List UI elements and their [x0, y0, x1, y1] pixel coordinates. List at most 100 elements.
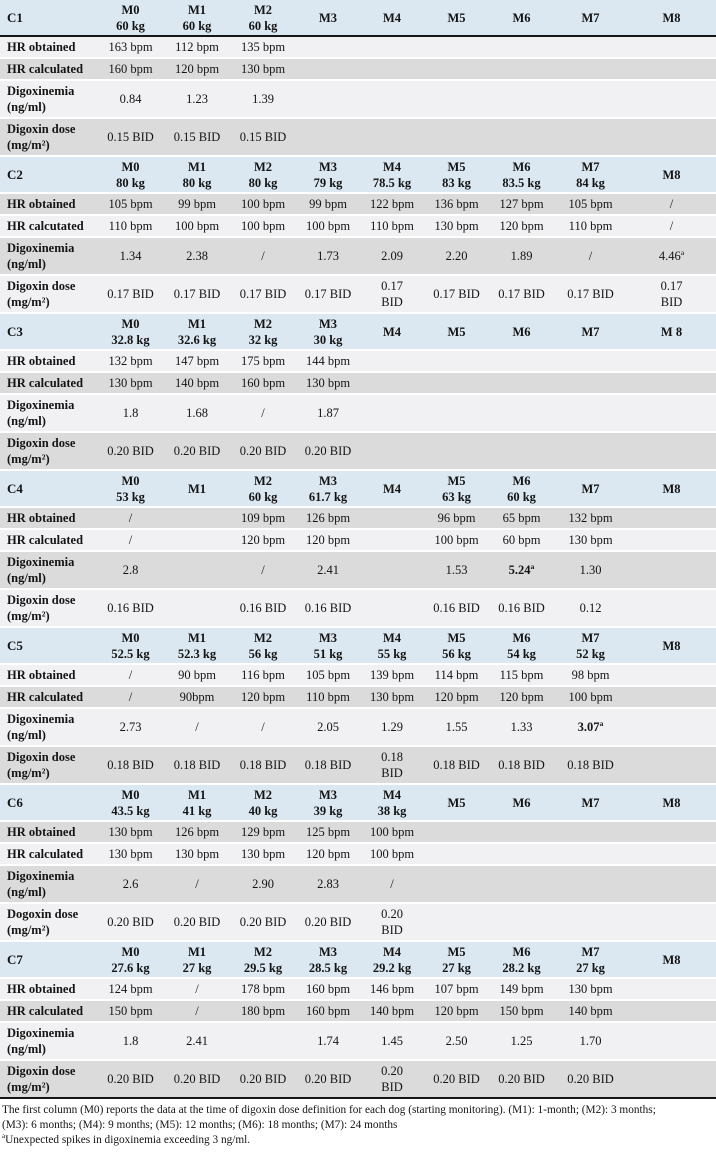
row-label: HR obtained	[0, 350, 97, 373]
data-cell: /	[230, 708, 296, 747]
section-id-c4: C4	[0, 470, 97, 508]
data-cell: 2.41	[296, 551, 360, 590]
column-header-m4: M4	[360, 0, 424, 37]
data-cell	[554, 350, 627, 373]
data-cell: /	[230, 551, 296, 590]
data-cell: 100 bpm	[230, 193, 296, 216]
data-cell	[360, 350, 424, 373]
data-cell: 0.20 BID	[97, 903, 164, 942]
data-cell	[627, 551, 716, 590]
row-label: HR calculated	[0, 529, 97, 552]
table-row: Digoxinemia (ng/ml) 2.8 /2.41 1.53 5.24a 1.30	[0, 551, 716, 590]
data-cell	[489, 865, 554, 904]
table-row: HR calculated/90bpm 120 bpm 110 bpm 130 bpm…	[0, 686, 716, 709]
column-header-m3: M3 30 kg	[296, 313, 360, 351]
data-cell: 100 bpm	[360, 821, 424, 844]
data-cell: 0.18 BID	[164, 746, 230, 785]
data-cell: 160 bpm	[296, 1000, 360, 1023]
data-cell: 0.17 BID	[230, 275, 296, 314]
data-cell	[424, 80, 489, 119]
data-cell: 0.12	[554, 589, 627, 628]
column-header-m5: M5 56 kg	[424, 627, 489, 665]
section-id-c2: C2	[0, 156, 97, 194]
data-cell	[230, 1022, 296, 1061]
table-row: HR calculated 130 bpm 140 bpm 160 bpm 130 bp…	[0, 372, 716, 395]
table-row: Digoxinemia (ng/ml) 2.6/2.90 2.83/	[0, 865, 716, 904]
data-cell	[360, 589, 424, 628]
row-label: HR obtained	[0, 978, 97, 1001]
data-cell: 0.17 BID	[296, 275, 360, 314]
data-cell: 0.16 BID	[296, 589, 360, 628]
data-cell	[627, 507, 716, 530]
section-header-row-c4: C4 M0 53 kg M1 M2 60 kg M3 61.7 kg M4 M5 63 kg…	[0, 470, 716, 508]
superscript-marker: a	[530, 561, 535, 571]
section-id-c1: C1	[0, 0, 97, 37]
table-row: HR calculated 150 bpm/180 bpm 160 bpm 140 b…	[0, 1000, 716, 1023]
table-row: HR calculated 130 bpm 130 bpm 130 bpm 120 bp…	[0, 843, 716, 866]
data-cell: 116 bpm	[230, 664, 296, 687]
footnote-line-2: (M3): 6 months; (M4): 9 months; (M5): 12…	[2, 1119, 398, 1131]
table-row: HR obtained/ 109 bpm 126 bpm 96 bpm 65 bpm 13…	[0, 507, 716, 530]
data-cell: 130 bpm	[424, 215, 489, 238]
data-cell: 0.20 BID	[97, 432, 164, 471]
data-cell: 0.20 BID	[230, 903, 296, 942]
column-header-m1: M1	[164, 470, 230, 508]
column-header-m3: M3	[296, 0, 360, 37]
data-cell: 0.20 BID	[424, 1060, 489, 1099]
column-header-m0: M0 27.6 kg	[97, 941, 164, 979]
column-header-m2: M2 40 kg	[230, 784, 296, 822]
data-cell	[164, 589, 230, 628]
data-cell: /	[97, 507, 164, 530]
column-header-m1: M1 32.6 kg	[164, 313, 230, 351]
data-cell: /	[97, 529, 164, 552]
data-cell	[360, 36, 424, 59]
data-cell: 110 bpm	[554, 215, 627, 238]
data-cell: 1.73	[296, 237, 360, 276]
data-cell: 2.8	[97, 551, 164, 590]
data-cell: 150 bpm	[97, 1000, 164, 1023]
data-cell: 0.20 BID	[296, 1060, 360, 1099]
data-cell	[627, 978, 716, 1001]
data-cell	[424, 36, 489, 59]
section-id-c5: C5	[0, 627, 97, 665]
row-label: Digoxin dose (mg/m²)	[0, 118, 97, 157]
data-cell	[424, 843, 489, 866]
data-cell: 0.16 BID	[230, 589, 296, 628]
data-cell: 130 bpm	[296, 372, 360, 395]
column-header-m8: M8	[627, 470, 716, 508]
data-cell: 129 bpm	[230, 821, 296, 844]
data-cell: 175 bpm	[230, 350, 296, 373]
data-cell: 120 bpm	[489, 215, 554, 238]
row-label: Digoxin dose (mg/m²)	[0, 1060, 97, 1099]
column-header-m7: M7 27 kg	[554, 941, 627, 979]
data-cell	[554, 80, 627, 119]
row-label: HR obtained	[0, 821, 97, 844]
data-cell: /	[97, 664, 164, 687]
column-header-m1: M1 27 kg	[164, 941, 230, 979]
data-cell: 0.18 BID	[97, 746, 164, 785]
data-cell: 1.55	[424, 708, 489, 747]
data-cell: 127 bpm	[489, 193, 554, 216]
data-cell: 98 bpm	[554, 664, 627, 687]
data-cell: 1.33	[489, 708, 554, 747]
data-cell: 5.24a	[489, 551, 554, 590]
data-cell: 120 bpm	[424, 686, 489, 709]
data-cell: 110 bpm	[360, 215, 424, 238]
data-cell	[489, 821, 554, 844]
data-cell: 130 bpm	[97, 372, 164, 395]
data-cell: 0.17 BID	[97, 275, 164, 314]
data-cell	[360, 118, 424, 157]
data-cell	[627, 746, 716, 785]
data-cell	[360, 394, 424, 433]
section-header-row-c7: C7 M0 27.6 kg M1 27 kg M2 29.5 kg M3 28.5 kg…	[0, 941, 716, 979]
data-cell	[424, 903, 489, 942]
data-cell: 2.38	[164, 237, 230, 276]
data-cell: 0.16 BID	[489, 589, 554, 628]
data-cell	[164, 507, 230, 530]
data-cell: 0.20 BID	[360, 903, 424, 942]
section-header-row-c3: C3 M0 32.8 kg M1 32.6 kg M2 32 kg M3 30 kg M4…	[0, 313, 716, 351]
data-cell: 120 bpm	[424, 1000, 489, 1023]
data-cell: 112 bpm	[164, 36, 230, 59]
data-cell: 149 bpm	[489, 978, 554, 1001]
data-cell: 130 bpm	[554, 529, 627, 552]
